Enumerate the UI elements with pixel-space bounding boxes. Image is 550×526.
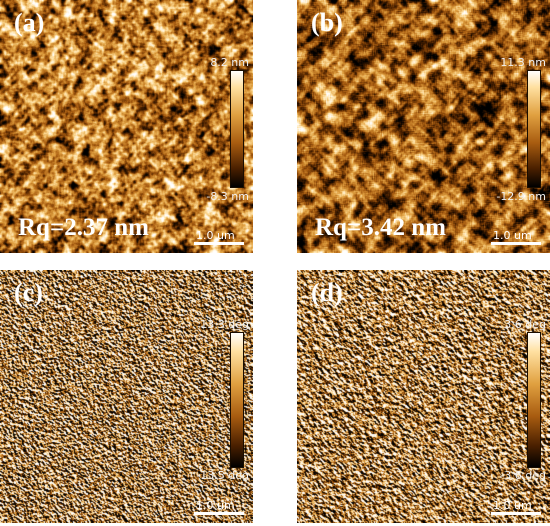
colorbar-min-label-a: -8.3 nm: [206, 190, 249, 203]
colorbar-d: [527, 332, 541, 468]
scalebar-label-b: 1.0 um: [493, 229, 532, 242]
panel-label-c: (c): [14, 278, 43, 307]
colorbar-max-label-a: 8.2 nm: [210, 56, 249, 69]
roughness-label-a: Rq=2.37 nm: [18, 214, 149, 241]
panel-label-a: (a): [14, 8, 45, 37]
colorbar-max-label-b: 11.3 nm: [500, 56, 546, 69]
colorbar-a: [230, 70, 244, 188]
panel-label-d: (d): [311, 278, 343, 307]
colorbar-b: [527, 70, 541, 188]
afm-height-image-a: (a) Rq=2.37 nm 8.2 nm -8.3 nm 1.0 um: [0, 0, 253, 253]
colorbar-min-label-b: -12.9 nm: [496, 190, 546, 203]
afm-texture-a: [0, 0, 253, 253]
afm-height-image-b: (b) Rq=3.42 nm 11.3 nm -12.9 nm 1.0 um: [297, 0, 550, 253]
afm-phase-image-c: (c) 13.3 deg -13.5 deg 1.0 um: [0, 270, 253, 523]
roughness-label-b: Rq=3.42 nm: [315, 214, 446, 241]
colorbar-c: [230, 332, 244, 468]
afm-texture-c: [0, 270, 253, 523]
colorbar-max-label-c: 13.3 deg: [200, 318, 249, 331]
afm-texture-b: [297, 0, 550, 253]
panel-label-b: (b): [311, 8, 343, 37]
scalebar-c: [194, 512, 244, 515]
scalebar-label-d: 1.0 um: [493, 499, 532, 512]
colorbar-min-label-d: -3.6 deg: [500, 469, 546, 482]
afm-phase-image-d: (d) 3.6 deg -3.6 deg 1.0 um: [297, 270, 550, 523]
scalebar-b: [491, 242, 541, 245]
scalebar-d: [491, 512, 541, 515]
scalebar-a: [194, 242, 244, 245]
scalebar-label-c: 1.0 um: [196, 499, 235, 512]
afm-texture-d: [297, 270, 550, 523]
colorbar-min-label-c: -13.5 deg: [196, 469, 249, 482]
colorbar-max-label-d: 3.6 deg: [504, 318, 546, 331]
scalebar-label-a: 1.0 um: [196, 229, 235, 242]
